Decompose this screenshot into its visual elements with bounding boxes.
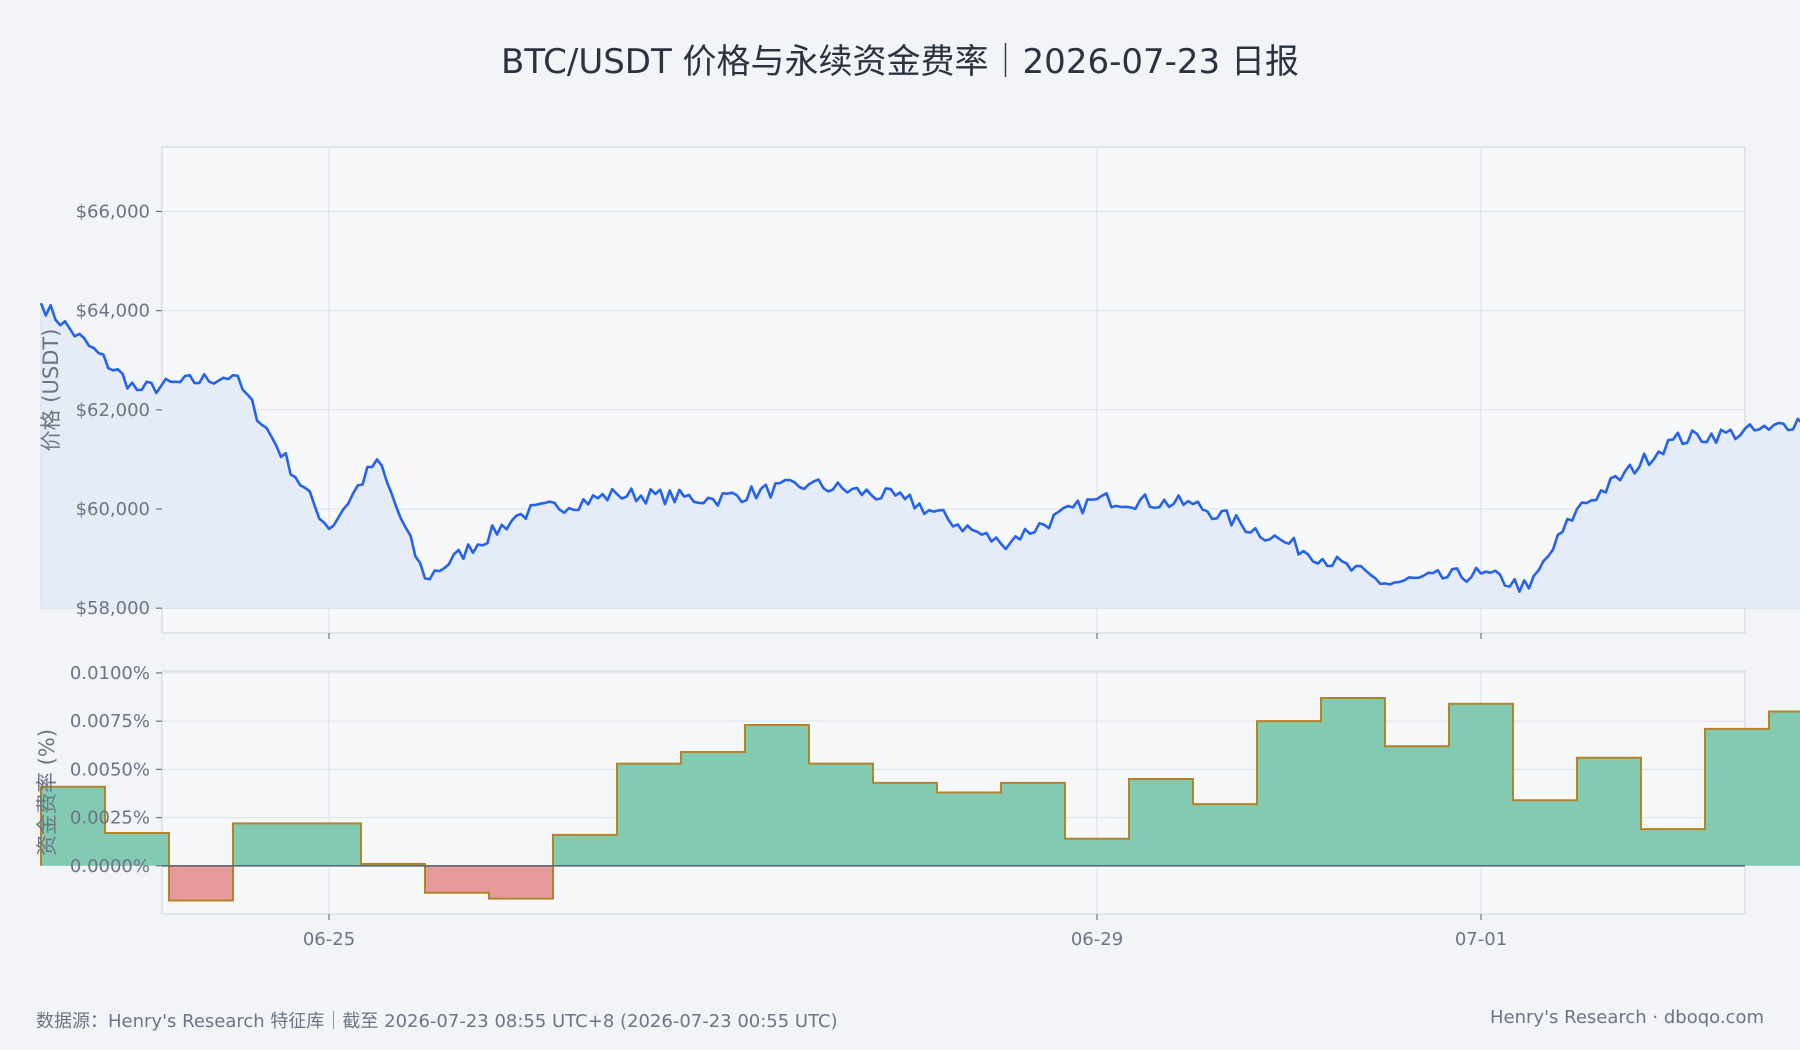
funding-y-tick-label: 0.0025% (70, 808, 150, 829)
x-tick-label: 07-01 (1455, 929, 1507, 950)
funding-bar (233, 823, 298, 866)
price-y-tick-label: $66,000 (76, 201, 150, 222)
funding-bar (1193, 804, 1258, 866)
funding-y-tick-label: 0.0100% (70, 663, 150, 684)
funding-bar (681, 752, 746, 866)
price-x-tick-marks (328, 633, 1482, 639)
price-series-line (39, 302, 1800, 594)
funding-bar (1129, 779, 1194, 866)
price-y-tick-label: $62,000 (76, 400, 150, 421)
funding-bar (1065, 838, 1130, 866)
funding-y-tick-label: 0.0050% (70, 759, 150, 780)
funding-bar (937, 792, 1002, 866)
funding-bar (425, 865, 490, 893)
funding-bar (105, 833, 170, 866)
funding-bar (1449, 703, 1514, 866)
funding-y-ticks: 0.0000% 0.0025% 0.0050% 0.0075% 0.0100% (70, 663, 162, 877)
funding-y-axis-title: 资金费率 (%) (35, 729, 59, 856)
funding-panel: 0.0000% 0.0025% 0.0050% 0.0075% 0.0100% 资金费率… (35, 663, 1800, 950)
price-y-ticks: $58,000 $60,000 $62,000 $64,000 $66,000 (76, 201, 162, 619)
x-tick-label: 06-29 (1071, 929, 1123, 950)
chart-title: BTC/USDT 价格与永续资金费率｜2026-07-23 日报 (501, 42, 1299, 82)
funding-bar (1641, 829, 1706, 866)
funding-bar (297, 823, 362, 866)
funding-bar (617, 763, 682, 866)
funding-bar (1257, 721, 1322, 866)
footer-brand: Henry's Research · dboqo.com (1490, 1007, 1764, 1028)
price-y-tick-label: $58,000 (76, 598, 150, 619)
funding-step-outline (40, 697, 1800, 902)
funding-bar (41, 786, 106, 866)
funding-bar (809, 763, 874, 866)
funding-bars (41, 698, 1800, 901)
funding-bar (1577, 757, 1642, 866)
funding-bar (1321, 698, 1386, 866)
funding-bar (1769, 711, 1800, 866)
funding-bar (169, 865, 234, 901)
funding-y-tick-label: 0.0075% (70, 711, 150, 732)
funding-bar (1385, 746, 1450, 866)
funding-bar (1513, 800, 1578, 866)
funding-bar (553, 834, 618, 866)
price-y-tick-label: $64,000 (76, 301, 150, 322)
funding-bar (489, 865, 554, 899)
price-y-tick-label: $60,000 (76, 499, 150, 520)
funding-bar (1705, 728, 1770, 866)
funding-bar (745, 725, 810, 866)
funding-bar (873, 782, 938, 866)
funding-bar (1001, 782, 1066, 866)
price-panel: $58,000 $60,000 $62,000 $64,000 $66,000 价格 (… (39, 146, 1800, 639)
x-tick-label: 06-25 (303, 929, 355, 950)
price-y-axis-title: 价格 (USDT) (39, 329, 63, 452)
funding-y-tick-label: 0.0000% (70, 856, 150, 877)
footer-source: 数据源：Henry's Research 特征库｜截至 2026-07-23 0… (36, 1011, 838, 1032)
